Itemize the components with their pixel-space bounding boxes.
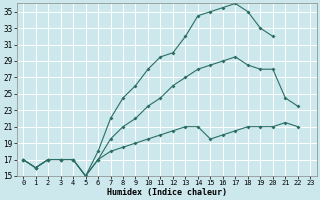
X-axis label: Humidex (Indice chaleur): Humidex (Indice chaleur)	[107, 188, 227, 197]
